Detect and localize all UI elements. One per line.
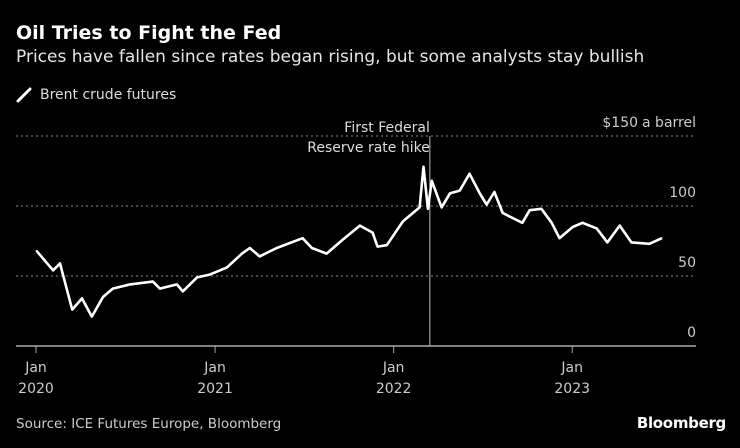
data-point: [550, 222, 553, 224]
data-point: [571, 226, 574, 228]
data-point: [158, 287, 161, 290]
bloomberg-logo: Bloomberg: [636, 414, 726, 432]
data-point: [528, 209, 531, 211]
line-swatch-icon: [16, 87, 32, 103]
data-point: [258, 255, 261, 258]
data-point: [648, 243, 651, 245]
data-point: [71, 308, 74, 311]
data-point: [176, 283, 178, 286]
x-tick-month: Jan: [24, 360, 47, 376]
series-line-brent: [35, 165, 663, 318]
data-point: [208, 273, 211, 276]
y-unit-label: a barrel: [642, 115, 696, 131]
data-point: [52, 269, 54, 272]
data-point: [478, 192, 481, 195]
data-point: [81, 297, 83, 300]
data-point: [35, 250, 38, 252]
data-point: [440, 206, 443, 209]
data-point: [427, 208, 429, 210]
data-point: [249, 247, 251, 249]
data-point: [431, 180, 433, 182]
legend: Brent crude futures: [16, 87, 176, 103]
data-point: [458, 189, 461, 192]
x-tick-year: 2022: [376, 381, 412, 397]
data-point: [618, 224, 621, 227]
data-point: [630, 241, 633, 244]
y-tick-label: 50: [678, 255, 696, 271]
annotation-line2: Reserve rate hike: [307, 140, 430, 156]
y-tick-label: 100: [669, 185, 696, 201]
data-point: [102, 296, 104, 298]
data-point: [152, 280, 154, 283]
data-point: [422, 166, 425, 168]
source-note: Source: ICE Futures Europe, Bloomberg: [16, 416, 282, 432]
data-point: [371, 231, 374, 234]
data-point: [595, 227, 598, 230]
annotation-line1: First Federal: [344, 120, 430, 136]
data-point: [241, 252, 243, 255]
data-point: [59, 262, 61, 265]
data-point: [468, 173, 471, 175]
data-point: [606, 241, 609, 244]
data-point: [449, 192, 451, 195]
data-point: [521, 222, 524, 224]
x-tick-year: 2023: [554, 381, 590, 397]
x-tick-month: Jan: [560, 360, 583, 376]
data-point: [493, 191, 496, 193]
x-tick-month: Jan: [203, 360, 226, 376]
data-point: [376, 245, 379, 248]
legend-label: Brent crude futures: [40, 87, 177, 103]
data-point: [660, 237, 663, 239]
chart-subtitle: Prices have fallen since rates began ris…: [16, 47, 645, 67]
data-point: [359, 224, 361, 227]
y-tick-value: $150: [602, 115, 638, 131]
data-point: [129, 283, 131, 286]
data-point: [311, 247, 313, 249]
data-point: [385, 244, 388, 246]
data-point: [581, 222, 584, 224]
data-point: [301, 237, 304, 239]
chart-title: Oil Tries to Fight the Fed: [16, 22, 282, 44]
data-point: [90, 315, 93, 318]
data-point: [181, 290, 184, 293]
x-tick-month: Jan: [382, 360, 405, 376]
data-point: [418, 206, 421, 209]
data-point: [226, 266, 228, 269]
x-tick-year: 2021: [197, 381, 233, 397]
data-point: [540, 208, 543, 210]
data-point: [341, 238, 344, 241]
data-point: [112, 287, 114, 290]
y-tick-label: $150 a barrel: [602, 115, 696, 131]
data-point: [558, 237, 561, 239]
data-point: [402, 220, 404, 223]
y-tick-label: 0: [687, 325, 696, 341]
data-point: [485, 203, 488, 206]
x-tick-year: 2020: [18, 381, 54, 397]
data-point: [501, 212, 504, 214]
data-point: [196, 276, 198, 279]
data-point: [275, 247, 278, 249]
data-point: [325, 252, 328, 255]
